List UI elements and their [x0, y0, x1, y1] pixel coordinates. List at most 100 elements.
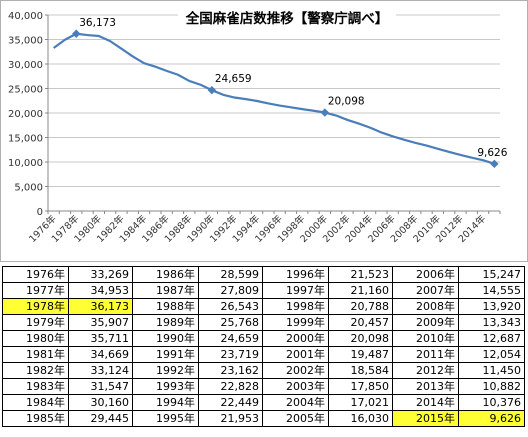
- data-marker: [320, 108, 330, 117]
- year-cell: 1987年: [132, 282, 199, 299]
- chart-frame: [0, 0, 528, 262]
- table-row: 1978年 36,173 1988年 26,543 1998年 20,788 2008年 13…: [2, 298, 525, 315]
- year-cell: 2015年: [392, 410, 459, 427]
- year-cell: 2011年: [392, 346, 459, 363]
- y-tick-label: 40,000: [8, 11, 43, 22]
- year-cell: 2005年: [262, 410, 329, 427]
- data-marker: [490, 159, 499, 169]
- year-cell: 1984年: [2, 394, 69, 411]
- table-row: 1982年 33,124 1992年 23,162 2002年 18,584 2012年 11…: [2, 362, 525, 379]
- year-cell: 1989年: [132, 314, 199, 331]
- count-cell: 34,953: [68, 282, 133, 299]
- count-cell: 20,788: [328, 298, 393, 315]
- count-cell: 10,882: [458, 378, 525, 395]
- data-label: 20,098: [328, 96, 365, 108]
- data-label: 36,173: [79, 17, 116, 29]
- y-tick-label: 5,000: [14, 183, 43, 194]
- count-cell: 10,376: [458, 394, 525, 411]
- year-cell: 2010年: [392, 330, 459, 347]
- count-cell: 33,124: [68, 362, 133, 379]
- count-cell: 13,343: [458, 314, 525, 331]
- count-cell: 22,828: [198, 378, 263, 395]
- count-cell: 35,907: [68, 314, 133, 331]
- count-cell: 22,449: [198, 394, 263, 411]
- year-cell: 1982年: [2, 362, 69, 379]
- year-cell: 1980年: [2, 330, 69, 347]
- year-cell: 1978年: [2, 298, 69, 315]
- chart-title: 全国麻雀店数推移【警察庁調べ】: [185, 10, 389, 27]
- year-cell: 2006年: [392, 266, 459, 283]
- count-cell: 21,953: [198, 410, 263, 427]
- chart-area: 0 5,000 10,000 15,000 20,000 25,000 30,000 35,0…: [0, 0, 528, 262]
- count-cell: 24,659: [198, 330, 263, 347]
- data-label: 9,626: [477, 147, 507, 159]
- year-cell: 1990年: [132, 330, 199, 347]
- year-cell: 2008年: [392, 298, 459, 315]
- count-cell: 20,457: [328, 314, 393, 331]
- count-cell: 21,160: [328, 282, 393, 299]
- y-axis-ticks: 0 5,000 10,000 15,000 20,000 25,000 30,000 35,0…: [8, 11, 48, 218]
- year-cell: 2014年: [392, 394, 459, 411]
- line-chart: 0 5,000 10,000 15,000 20,000 25,000 30,000 35,0…: [0, 0, 528, 262]
- year-cell: 1999年: [262, 314, 329, 331]
- count-cell: 19,487: [328, 346, 393, 363]
- table-body: 1976年 33,269 1986年 28,599 1996年 21,523 2006年 15…: [2, 266, 525, 427]
- year-cell: 2000年: [262, 330, 329, 347]
- table-row: 1976年 33,269 1986年 28,599 1996年 21,523 2006年 15…: [2, 266, 525, 283]
- year-cell: 1986年: [132, 266, 199, 283]
- count-cell: 25,768: [198, 314, 263, 331]
- y-tick-label: 30,000: [8, 60, 43, 71]
- annotations: 36,173 24,659 20,098 9,626: [72, 17, 508, 169]
- count-cell: 18,584: [328, 362, 393, 379]
- data-label: 24,659: [215, 73, 252, 85]
- year-cell: 1998年: [262, 298, 329, 315]
- table-row: 1981年 34,669 1991年 23,719 2001年 19,487 2011年 12…: [2, 346, 525, 363]
- count-cell: 27,809: [198, 282, 263, 299]
- year-cell: 1981年: [2, 346, 69, 363]
- year-cell: 1992年: [132, 362, 199, 379]
- count-cell: 34,669: [68, 346, 133, 363]
- y-tick-label: 15,000: [8, 134, 43, 145]
- year-cell: 1997年: [262, 282, 329, 299]
- count-cell: 17,021: [328, 394, 393, 411]
- year-cell: 1988年: [132, 298, 199, 315]
- count-cell: 29,445: [68, 410, 133, 427]
- count-cell: 12,687: [458, 330, 525, 347]
- y-tick-label: 0: [37, 207, 43, 218]
- year-cell: 1995年: [132, 410, 199, 427]
- year-cell: 1991年: [132, 346, 199, 363]
- count-cell: 30,160: [68, 394, 133, 411]
- count-cell: 21,523: [328, 266, 393, 283]
- table-row: 1979年 35,907 1989年 25,768 1999年 20,457 2009年 13…: [2, 314, 525, 331]
- title-box: [178, 7, 396, 29]
- count-cell: 20,098: [328, 330, 393, 347]
- y-tick-label: 20,000: [8, 109, 43, 120]
- count-cell: 33,269: [68, 266, 133, 283]
- count-cell: 23,719: [198, 346, 263, 363]
- series-line: [53, 32, 495, 165]
- count-cell: 28,599: [198, 266, 263, 283]
- year-cell: 1996年: [262, 266, 329, 283]
- count-cell: 16,030: [328, 410, 393, 427]
- count-cell: 17,850: [328, 378, 393, 395]
- table-row: 1985年 29,445 1995年 21,953 2005年 16,030 2015年 9,…: [2, 410, 525, 427]
- count-cell: 9,626: [458, 410, 525, 427]
- year-cell: 1994年: [132, 394, 199, 411]
- table-row: 1980年 35,711 1990年 24,659 2000年 20,098 2010年 12…: [2, 330, 525, 347]
- count-cell: 15,247: [458, 266, 525, 283]
- y-tick-label: 10,000: [8, 158, 43, 169]
- year-cell: 2003年: [262, 378, 329, 395]
- year-cell: 2012年: [392, 362, 459, 379]
- y-tick-label: 35,000: [8, 36, 43, 47]
- year-cell: 2001年: [262, 346, 329, 363]
- table-row: 1984年 30,160 1994年 22,449 2004年 17,021 2014年 10…: [2, 394, 525, 411]
- count-cell: 11,450: [458, 362, 525, 379]
- year-cell: 2007年: [392, 282, 459, 299]
- count-cell: 23,162: [198, 362, 263, 379]
- year-cell: 1977年: [2, 282, 69, 299]
- count-cell: 31,547: [68, 378, 133, 395]
- y-tick-label: 25,000: [8, 85, 43, 96]
- data-marker: [72, 29, 81, 38]
- count-cell: 35,711: [68, 330, 133, 347]
- count-cell: 36,173: [68, 298, 133, 315]
